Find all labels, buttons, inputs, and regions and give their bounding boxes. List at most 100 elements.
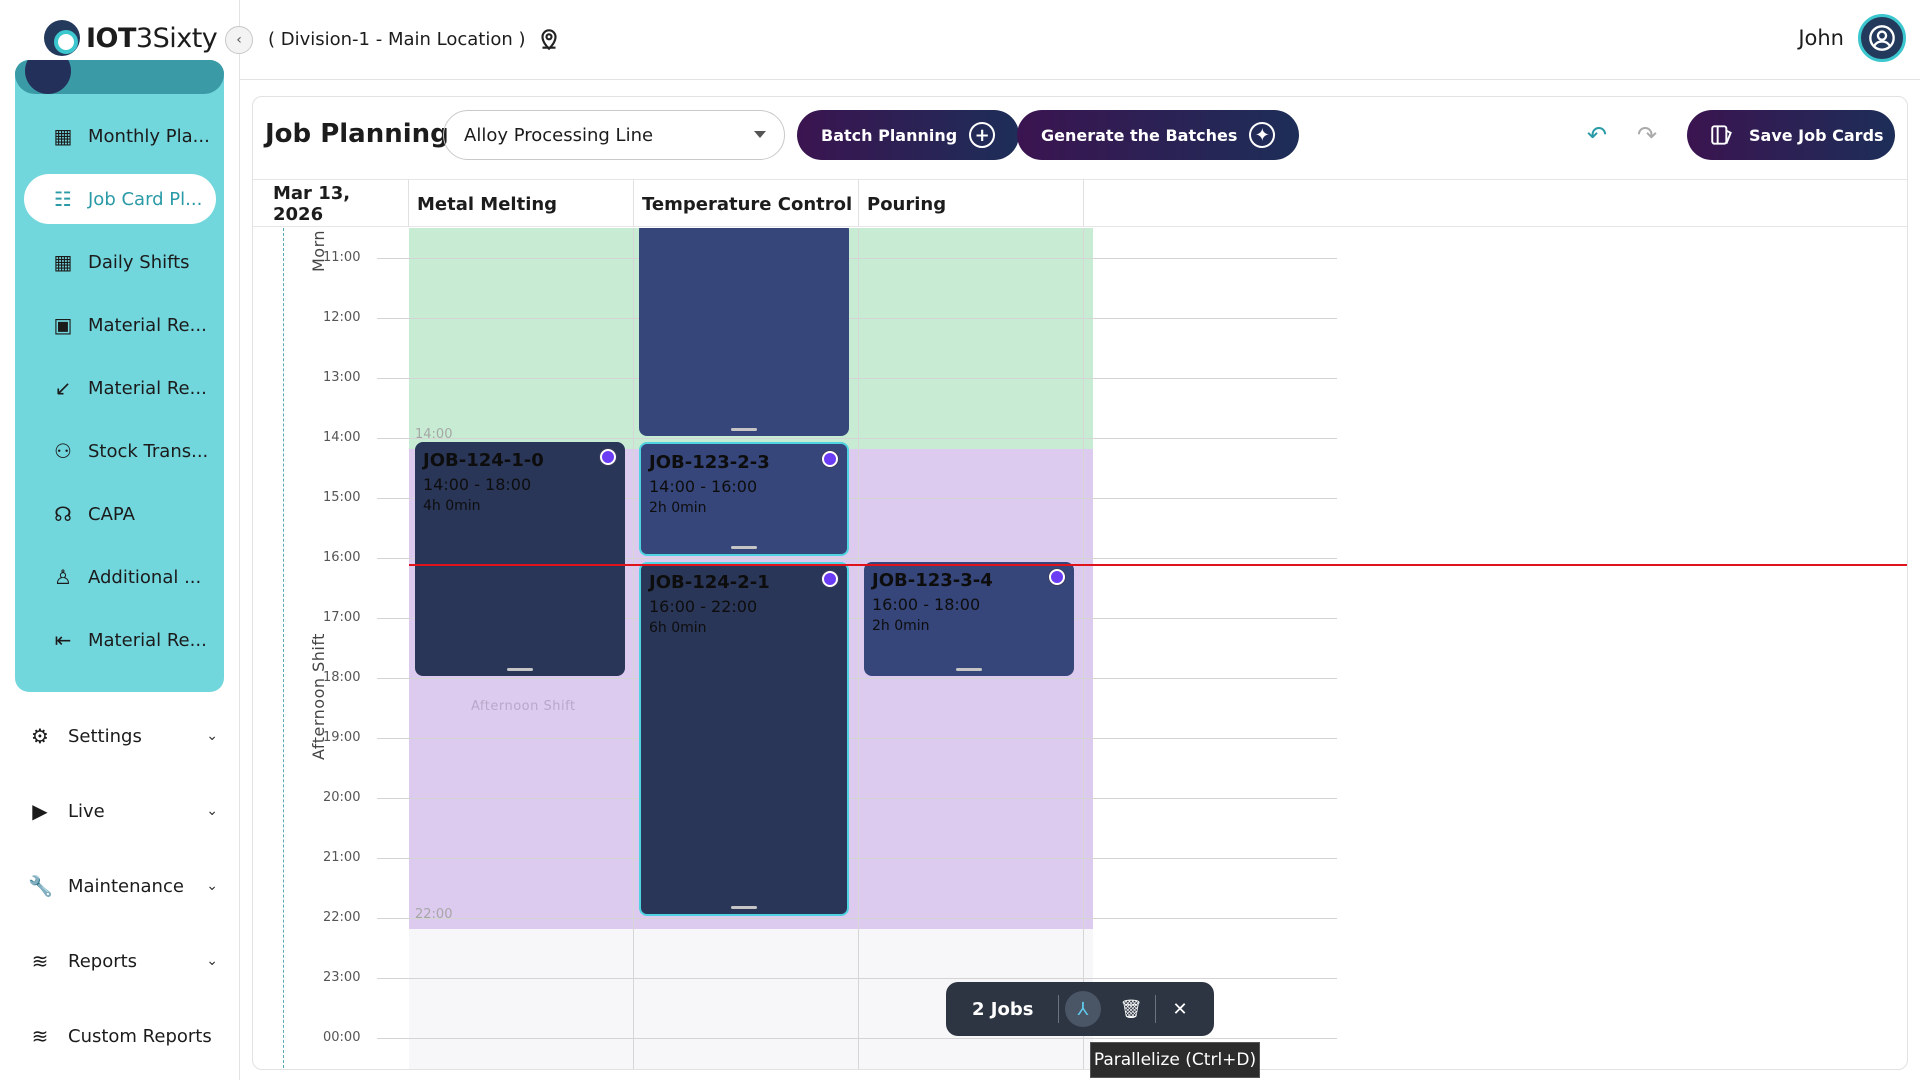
sidebar-item-label: Daily Shifts bbox=[88, 251, 190, 273]
column-separator bbox=[1083, 179, 1084, 227]
hour-gridline bbox=[377, 858, 1337, 859]
job-id: JOB-124-1-0 bbox=[423, 450, 544, 471]
job-card-3[interactable]: JOB-124-2-1 16:00 - 22:00 6h 0min bbox=[639, 562, 849, 916]
users-transfer-icon: ⚇ bbox=[54, 439, 72, 463]
sidebar-group-0[interactable]: ⚙ Settings ⌄ bbox=[28, 716, 218, 756]
chevron-down-icon: ⌄ bbox=[206, 953, 218, 969]
sidebar-item-4[interactable]: ↙ Material Re... bbox=[24, 363, 216, 413]
resize-handle[interactable] bbox=[956, 668, 982, 671]
sidebar-group-2[interactable]: 🔧 Maintenance ⌄ bbox=[28, 866, 218, 906]
hour-label: 21:00 bbox=[323, 850, 361, 865]
job-card-4[interactable]: JOB-123-3-4 16:00 - 18:00 2h 0min bbox=[864, 562, 1074, 676]
sidebar-item-6[interactable]: ☊ CAPA bbox=[24, 489, 216, 539]
job-card-2[interactable]: JOB-123-2-3 14:00 - 16:00 2h 0min bbox=[639, 442, 849, 556]
avatar-icon[interactable] bbox=[1858, 14, 1906, 62]
job-time-range: 14:00 - 16:00 bbox=[649, 477, 758, 496]
hour-label: 12:00 bbox=[323, 310, 361, 325]
location-selector[interactable]: ( Division-1 - Main Location ) bbox=[268, 26, 562, 52]
sidebar: IOT3Sixty ‹ ▦ Monthly Pla... ☷ Job Card Pl.… bbox=[0, 0, 253, 1080]
sidebar-item-label: Stock Trans... bbox=[88, 440, 209, 462]
job-card-1[interactable]: JOB-124-1-0 14:00 - 18:00 4h 0min bbox=[415, 442, 625, 676]
resize-handle[interactable] bbox=[731, 428, 757, 431]
parallelize-tooltip: Parallelize (Ctrl+D) bbox=[1090, 1042, 1260, 1078]
column-separator bbox=[1083, 228, 1084, 1069]
return-icon: ⇤ bbox=[54, 628, 72, 652]
hour-label: 23:00 bbox=[323, 970, 361, 985]
trash-icon[interactable]: 🗑 bbox=[1119, 998, 1143, 1020]
hour-label: 20:00 bbox=[323, 790, 361, 805]
play-icon: ▶ bbox=[32, 799, 48, 823]
job-duration: 4h 0min bbox=[423, 498, 481, 514]
job-card-0[interactable] bbox=[639, 228, 849, 436]
sidebar-item-2[interactable]: ▦ Daily Shifts bbox=[24, 237, 216, 287]
resize-handle[interactable] bbox=[507, 668, 533, 671]
undo-icon[interactable]: ↶ bbox=[1587, 121, 1608, 149]
gear-icon: ⚙ bbox=[31, 724, 49, 748]
sidebar-item-label: Additional ... bbox=[88, 566, 202, 588]
select-radio-icon[interactable] bbox=[821, 450, 839, 468]
calendar-header: Mar 13, 2026 Metal Melting Temperature C… bbox=[253, 179, 1907, 227]
calendar-icon: ▦ bbox=[53, 124, 73, 148]
location-label: ( Division-1 - Main Location ) bbox=[268, 28, 526, 50]
hour-gridline bbox=[377, 738, 1337, 739]
save-job-cards-button[interactable]: Save Job Cards bbox=[1687, 110, 1895, 160]
column-header-metal-melting: Metal Melting bbox=[417, 193, 558, 215]
hour-label: 22:00 bbox=[323, 910, 361, 925]
close-icon[interactable]: ✕ bbox=[1172, 998, 1188, 1020]
sidebar-item-3[interactable]: ▣ Material Re... bbox=[24, 300, 216, 350]
sidebar-group-3[interactable]: ≋ Reports ⌄ bbox=[28, 941, 218, 981]
map-pin-icon bbox=[540, 29, 557, 51]
sidebar-item-0[interactable]: ▦ Monthly Pla... bbox=[24, 111, 216, 161]
brand-name-bold: IOT bbox=[86, 22, 136, 54]
shift-axis bbox=[283, 228, 284, 1069]
resize-handle[interactable] bbox=[731, 546, 757, 549]
sidebar-item-label: Material Re... bbox=[88, 629, 207, 651]
calendar-grid[interactable]: 14:00 22:00 Morn Afternoon Shift Afterno… bbox=[253, 228, 1907, 1069]
save-job-cards-label: Save Job Cards bbox=[1749, 125, 1884, 145]
page-title: Job Planning bbox=[265, 119, 449, 149]
user-menu[interactable]: John bbox=[1798, 14, 1906, 62]
sidebar-group-label: Custom Reports bbox=[68, 1025, 212, 1047]
select-radio-icon[interactable] bbox=[1048, 568, 1066, 586]
current-time-indicator bbox=[409, 564, 1907, 566]
sidebar-item-label: Material Re... bbox=[88, 314, 207, 336]
sidebar-group-1[interactable]: ▶ Live ⌄ bbox=[28, 791, 218, 831]
hour-gridline bbox=[377, 978, 1337, 979]
hour-label: 16:00 bbox=[323, 550, 361, 565]
chevron-left-icon: ‹ bbox=[236, 32, 242, 48]
job-time-range: 14:00 - 18:00 bbox=[423, 475, 532, 494]
sidebar-item-5[interactable]: ⚇ Stock Trans... bbox=[24, 426, 216, 476]
hour-gridline bbox=[377, 498, 1337, 499]
chevron-down-icon: ⌄ bbox=[206, 728, 218, 744]
hour-gridline bbox=[377, 558, 1337, 559]
hour-gridline bbox=[377, 378, 1337, 379]
sidebar-group-4[interactable]: ≋ Custom Reports bbox=[28, 1016, 218, 1056]
generate-batches-button[interactable]: Generate the Batches ✦ bbox=[1017, 110, 1300, 160]
planning-toolbar: Job Planning Alloy Processing Line Batch… bbox=[253, 97, 1907, 175]
job-card-icon: ☷ bbox=[54, 187, 72, 211]
production-line-select[interactable]: Alloy Processing Line bbox=[443, 110, 785, 160]
brand-logo[interactable]: IOT3Sixty bbox=[44, 20, 218, 56]
select-radio-icon[interactable] bbox=[821, 570, 839, 588]
faded-shift-label: Afternoon Shift bbox=[471, 699, 576, 714]
calendar-date[interactable]: Mar 13, 2026 bbox=[273, 183, 351, 225]
column-header-temperature-control: Temperature Control bbox=[642, 193, 853, 215]
brand-name-rest: 3Sixty bbox=[135, 22, 218, 54]
batch-planning-button[interactable]: Batch Planning + bbox=[797, 110, 1020, 160]
sidebar-item-label: Monthly Pla... bbox=[88, 125, 210, 147]
column-separator bbox=[858, 179, 859, 227]
sidebar-group-label: Settings bbox=[68, 725, 142, 747]
hour-label: 15:00 bbox=[323, 490, 361, 505]
production-line-value: Alloy Processing Line bbox=[464, 124, 654, 146]
sidebar-collapse-button[interactable]: ‹ bbox=[225, 26, 253, 54]
job-duration: 2h 0min bbox=[872, 618, 930, 634]
resize-handle[interactable] bbox=[731, 906, 757, 909]
sidebar-module-panel bbox=[15, 60, 224, 692]
sidebar-item-7[interactable]: ♙ Additional ... bbox=[24, 552, 216, 602]
job-id: JOB-123-2-3 bbox=[649, 452, 770, 473]
select-radio-icon[interactable] bbox=[599, 448, 617, 466]
sidebar-item-8[interactable]: ⇤ Material Re... bbox=[24, 615, 216, 665]
parallelize-icon[interactable]: ⅄ bbox=[1065, 991, 1101, 1027]
sidebar-item-1[interactable]: ☷ Job Card Pl... bbox=[24, 174, 216, 224]
redo-icon[interactable]: ↷ bbox=[1637, 121, 1658, 149]
